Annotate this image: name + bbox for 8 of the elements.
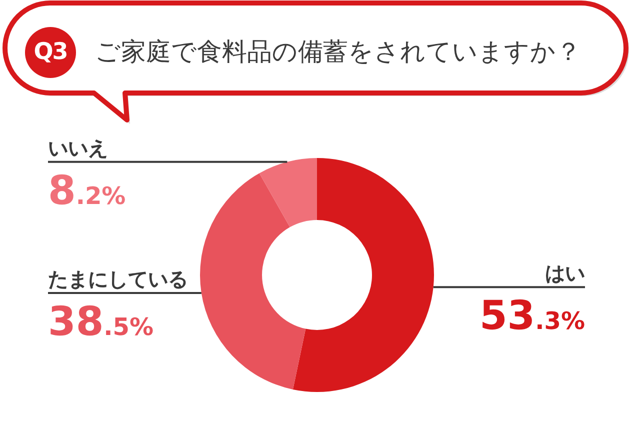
data-label: 38.5% (48, 298, 154, 345)
slice-label: いいえ (48, 136, 108, 160)
data-label: 53.3% (479, 293, 586, 340)
data-label: 8.2% (48, 168, 126, 214)
slice-label: たまにしている (48, 266, 188, 291)
slice-label: はい (545, 261, 585, 286)
chart-title: ご家庭で食料品の備蓄をされていますか？ (95, 36, 581, 68)
text: Q3 (32, 38, 68, 67)
